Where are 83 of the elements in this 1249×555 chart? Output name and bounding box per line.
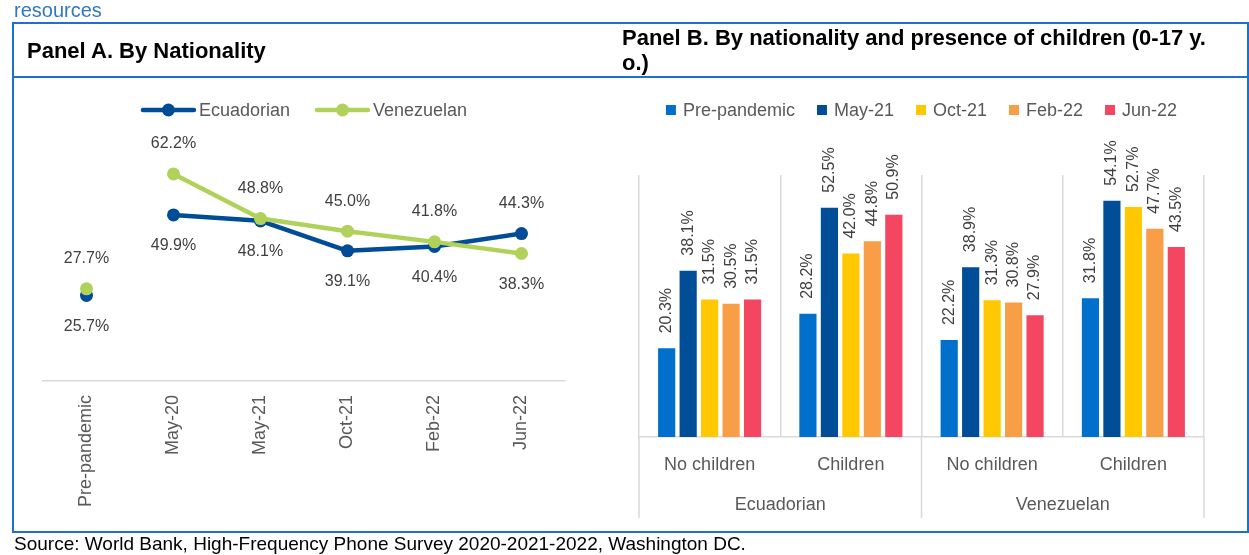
- data-label: 45.0%: [324, 191, 371, 209]
- data-label: 40.4%: [411, 267, 458, 285]
- data-label: 48.8%: [237, 178, 284, 196]
- legend-label: Oct-21: [932, 99, 988, 120]
- point: [80, 282, 93, 296]
- bar: [1026, 315, 1044, 437]
- x-tick-label: Pre-pandemic: [75, 395, 96, 508]
- text: Venezuelan: [1015, 493, 1110, 514]
- data-label: 52.7%: [1123, 146, 1141, 192]
- bar: [940, 340, 958, 437]
- data-label: 41.8%: [411, 202, 458, 220]
- point: [515, 247, 528, 261]
- x-tick-label: Children: [817, 453, 885, 474]
- data-label: 42.0%: [841, 193, 859, 239]
- data-label: 48.1%: [237, 242, 284, 260]
- chart-title: Panel B. By nationality and presence of children (0-17 y. o.): [622, 25, 1207, 75]
- legend-label: Ecuadorian: [198, 99, 290, 120]
- legend-label: Venezuelan: [372, 99, 468, 120]
- bar: [701, 299, 719, 437]
- data-label: 49.9%: [150, 236, 197, 254]
- bar: [1103, 200, 1121, 437]
- bar: [658, 348, 676, 437]
- point: [428, 235, 441, 249]
- x-tick-label: Children: [1099, 453, 1167, 474]
- legend-label: May-21: [833, 99, 894, 120]
- bar: [962, 267, 980, 437]
- data-label: 30.5%: [721, 243, 739, 289]
- point: [515, 227, 528, 241]
- bar: [885, 214, 903, 437]
- x-tick-label: Jun-22: [510, 395, 531, 451]
- data-label: 22.2%: [939, 279, 957, 326]
- x-tick-label: May-21: [249, 395, 270, 456]
- bar: [1081, 298, 1100, 437]
- data-label: 52.5%: [819, 147, 837, 193]
- data-label: 27.7%: [63, 249, 110, 267]
- source-note: Source: World Bank, High-Frequency Phone Survey 2020-2021-2022, Washington DC.: [14, 533, 746, 554]
- bar: [842, 253, 860, 437]
- data-label: 31.5%: [700, 239, 718, 285]
- bar: [1124, 206, 1142, 437]
- data-label: 62.2%: [150, 134, 197, 152]
- data-label: 44.3%: [498, 193, 545, 211]
- bar: [1167, 247, 1185, 437]
- legend-label: Feb-22: [1026, 99, 1084, 120]
- data-label: 54.1%: [1102, 140, 1120, 186]
- x-tick-label: Feb-22: [423, 395, 444, 453]
- bar: [799, 313, 817, 437]
- x-tick-label: No children: [664, 453, 756, 474]
- bar: [820, 207, 838, 437]
- point: [341, 244, 354, 258]
- point: [167, 208, 180, 222]
- bar: [743, 299, 762, 437]
- data-label: 25.7%: [63, 316, 110, 334]
- data-label: 38.1%: [678, 210, 696, 256]
- bar: [1146, 228, 1164, 437]
- x-tick-label: Oct-21: [336, 395, 357, 450]
- chart-title: Panel A. By Nationality: [27, 37, 266, 63]
- data-label: 47.7%: [1145, 168, 1163, 214]
- x-tick-label: May-20: [162, 395, 183, 456]
- bar: [1005, 302, 1023, 437]
- bar: [863, 241, 881, 437]
- data-label: 38.3%: [498, 274, 545, 292]
- text: Ecuadorian: [734, 493, 826, 514]
- bar: [983, 300, 1001, 437]
- data-label: 43.5%: [1166, 186, 1184, 233]
- data-label: 50.9%: [884, 154, 902, 200]
- bar: [722, 303, 740, 437]
- text: resources: [14, 0, 102, 21]
- data-label: 31.5%: [742, 239, 760, 285]
- data-label: 27.9%: [1025, 254, 1043, 301]
- point: [167, 167, 180, 181]
- legend-label: Jun-22: [1122, 99, 1178, 120]
- bar: [679, 270, 697, 437]
- data-label: 31.8%: [1080, 237, 1098, 284]
- data-label: 28.2%: [798, 253, 816, 299]
- legend-label: Pre-pandemic: [682, 99, 795, 120]
- data-label: 38.9%: [961, 206, 979, 253]
- data-label: 44.8%: [862, 181, 880, 227]
- data-label: 20.3%: [657, 287, 675, 334]
- point: [341, 224, 354, 238]
- data-label: 31.3%: [982, 239, 1000, 286]
- x-tick-label: No children: [946, 453, 1038, 474]
- data-label: 39.1%: [324, 272, 371, 290]
- data-label: 30.8%: [1004, 242, 1021, 288]
